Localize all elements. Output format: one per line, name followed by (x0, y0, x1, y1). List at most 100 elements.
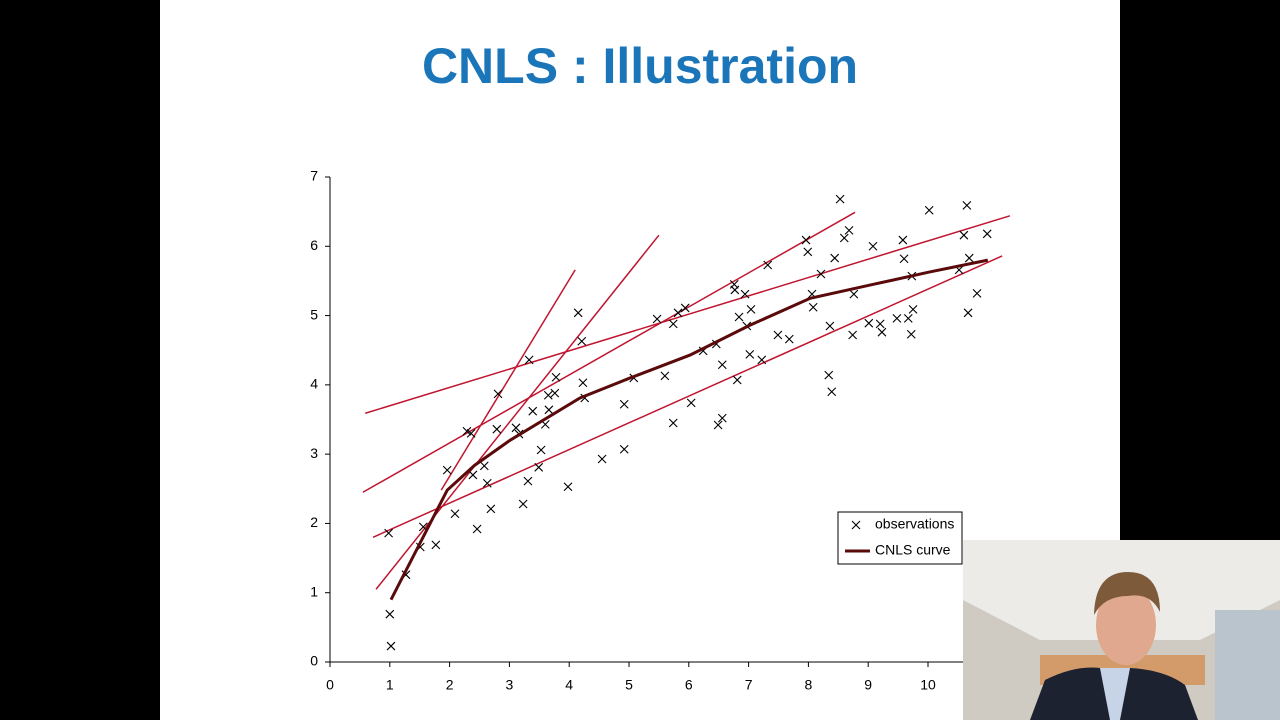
marker (875, 319, 885, 329)
marker (892, 313, 902, 323)
marker (680, 303, 690, 313)
marker (717, 413, 727, 423)
marker (577, 336, 587, 346)
x-tick-label: 4 (565, 677, 573, 693)
marker (924, 205, 934, 215)
marker (839, 233, 849, 243)
marker (563, 482, 573, 492)
marker (903, 313, 913, 323)
marker (384, 528, 393, 538)
marker (619, 444, 629, 454)
marker (868, 241, 878, 251)
marker (745, 349, 755, 359)
x-tick-label: 7 (745, 677, 753, 693)
marker (773, 330, 783, 340)
y-tick-label: 0 (310, 653, 318, 669)
legend-box (837, 511, 963, 565)
marker (830, 253, 840, 263)
marker (479, 461, 489, 471)
x-tick-label: 2 (446, 677, 454, 693)
marker (544, 405, 554, 415)
marker (543, 390, 553, 400)
marker (964, 253, 974, 263)
marker (523, 476, 533, 486)
marker (732, 375, 742, 385)
marker (803, 247, 813, 257)
x-tick-label: 9 (864, 677, 872, 693)
marker (827, 387, 837, 397)
webcam-hair (1094, 572, 1160, 615)
y-tick-label: 3 (310, 445, 318, 461)
marker (466, 428, 476, 438)
marker (808, 302, 818, 312)
marker (472, 524, 482, 534)
marker (734, 312, 744, 322)
marker (746, 304, 756, 314)
cnls-curve (389, 258, 989, 601)
marker (899, 254, 909, 264)
marker (551, 372, 561, 382)
marker (898, 235, 908, 245)
marker (864, 318, 874, 328)
marker (717, 360, 727, 370)
marker (877, 327, 887, 337)
webcam-shirt (1100, 668, 1130, 720)
x-tick-label: 5 (625, 677, 633, 693)
legend-label: observations (875, 516, 954, 532)
chart-title: CNLS : Illustration (422, 38, 858, 94)
tangent-line (375, 234, 660, 590)
marker (962, 201, 972, 210)
marker (848, 330, 858, 340)
marker (908, 304, 918, 314)
marker (431, 540, 441, 550)
tangent-line (440, 269, 576, 491)
marker (686, 398, 696, 408)
tangent-line (365, 215, 1011, 414)
marker (982, 229, 992, 239)
marker (573, 308, 583, 318)
marker (824, 370, 834, 380)
x-tick-label: 1 (386, 677, 394, 693)
marker (536, 445, 546, 455)
x-tick-label: 0 (326, 677, 334, 693)
marker (959, 230, 969, 240)
marker (963, 308, 973, 318)
legend-marker (851, 520, 861, 530)
marker (835, 194, 845, 204)
marker (511, 423, 521, 433)
marker (673, 308, 683, 318)
marker (524, 355, 534, 365)
marker (597, 454, 607, 464)
x-tick-label: 8 (805, 677, 813, 693)
marker (578, 378, 588, 388)
marker (518, 499, 528, 509)
marker (550, 388, 560, 398)
x-tick-label: 3 (506, 677, 514, 693)
webcam-face (1096, 585, 1156, 665)
marker (825, 321, 835, 331)
legend-label: CNLS curve (875, 542, 951, 558)
marker (619, 399, 629, 409)
marker (740, 289, 750, 299)
y-tick-label: 1 (310, 583, 318, 599)
y-tick-label: 6 (310, 237, 318, 253)
tangent-line (362, 211, 856, 493)
marker (849, 289, 859, 299)
slide (160, 0, 1120, 720)
marker (763, 260, 773, 270)
marker (757, 355, 767, 365)
marker (801, 235, 811, 245)
marker (906, 329, 916, 339)
marker (668, 319, 678, 329)
marker (528, 406, 538, 416)
tangent-line (372, 255, 1003, 538)
marker (386, 641, 396, 651)
y-tick-label: 5 (310, 306, 318, 322)
marker (493, 389, 503, 399)
legend: observations CNLS curve (837, 511, 963, 565)
marker (385, 609, 395, 619)
marker (482, 478, 492, 488)
marker (462, 426, 472, 436)
marker (534, 462, 544, 472)
y-tick-label: 2 (310, 514, 318, 530)
